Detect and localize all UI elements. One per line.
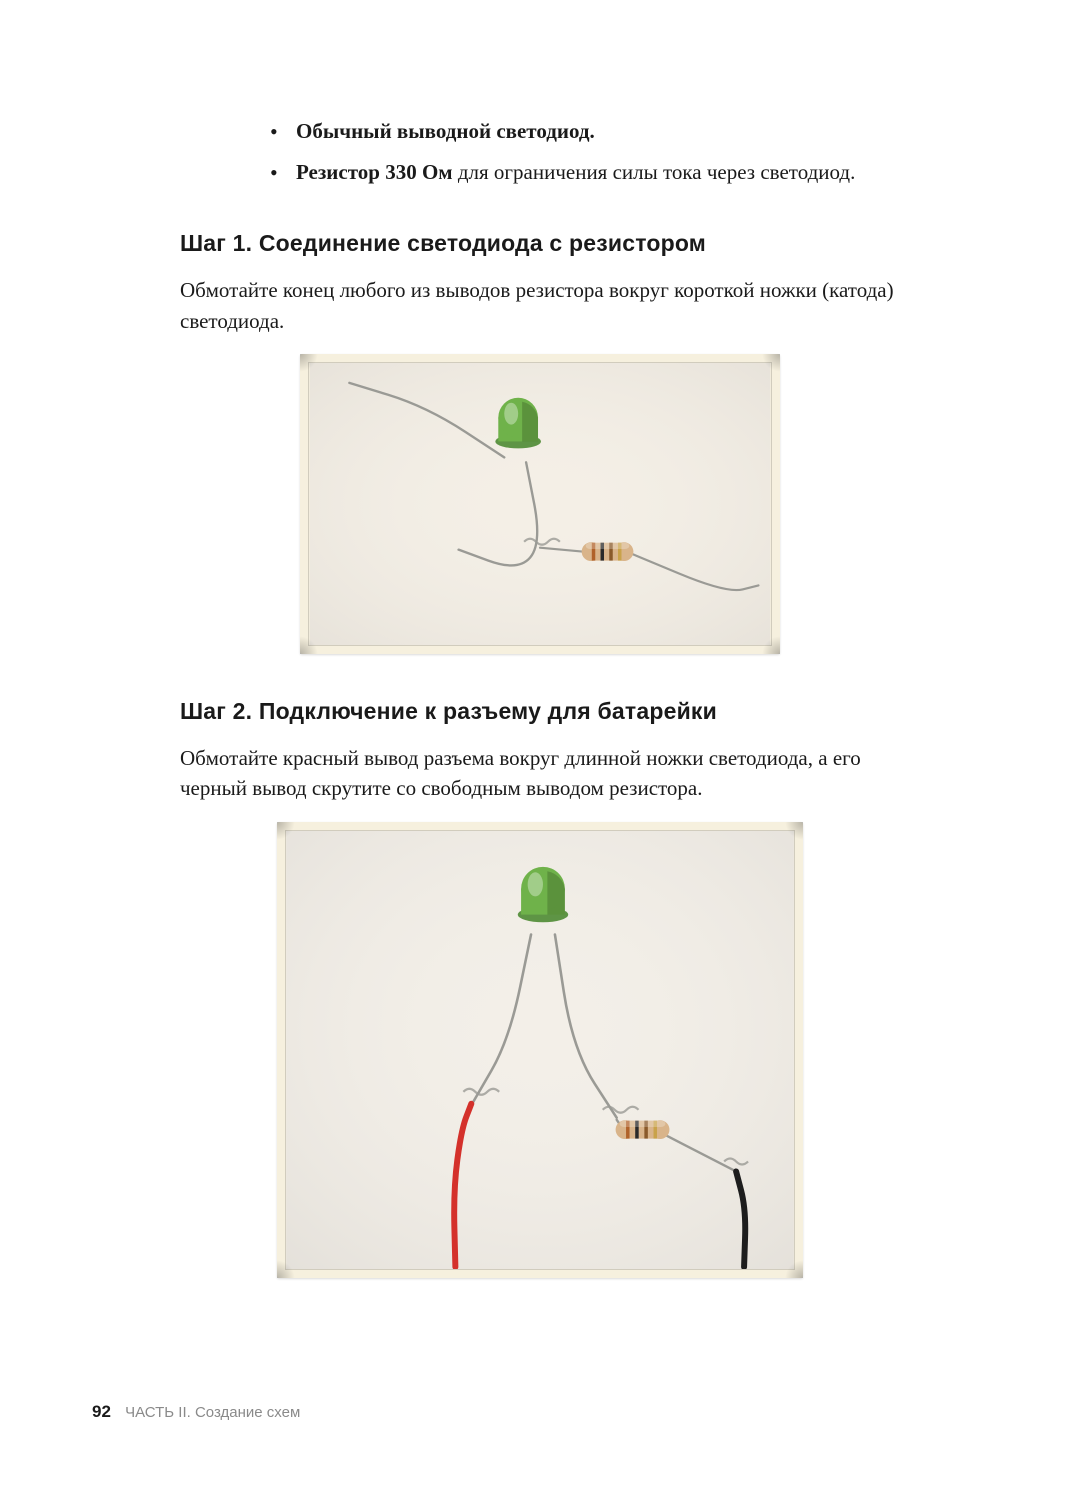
step-1-heading: Шаг 1. Соединение светодиода с резисторо…	[180, 230, 900, 257]
figure-2-wrap	[180, 822, 900, 1278]
page-number: 92	[92, 1402, 111, 1421]
materials-list: Обычный выводной светодиод. Резистор 330…	[180, 115, 900, 188]
figure-2-photo	[285, 830, 795, 1270]
list-item-rest: для ограничения силы тока через светодио…	[453, 160, 856, 184]
page-footer: 92 ЧАСТЬ II. Создание схем	[92, 1402, 300, 1422]
step-1-body: Обмотайте конец любого из выводов резист…	[180, 275, 900, 336]
step-2-body: Обмотайте красный вывод разъема вокруг д…	[180, 743, 900, 804]
list-item: Обычный выводной светодиод.	[270, 115, 900, 148]
figure-2-frame	[277, 822, 803, 1278]
figure-1-wrap	[180, 354, 900, 654]
list-item: Резистор 330 Ом для ограничения силы ток…	[270, 156, 900, 189]
section-title: ЧАСТЬ II. Создание схем	[125, 1404, 300, 1421]
figure-1-frame	[300, 354, 780, 654]
step-2-heading: Шаг 2. Подключение к разъему для батарей…	[180, 698, 900, 725]
list-item-bold: Обычный выводной светодиод.	[296, 119, 595, 143]
figure-1-photo	[308, 362, 772, 646]
list-item-bold: Резистор 330 Ом	[296, 160, 453, 184]
